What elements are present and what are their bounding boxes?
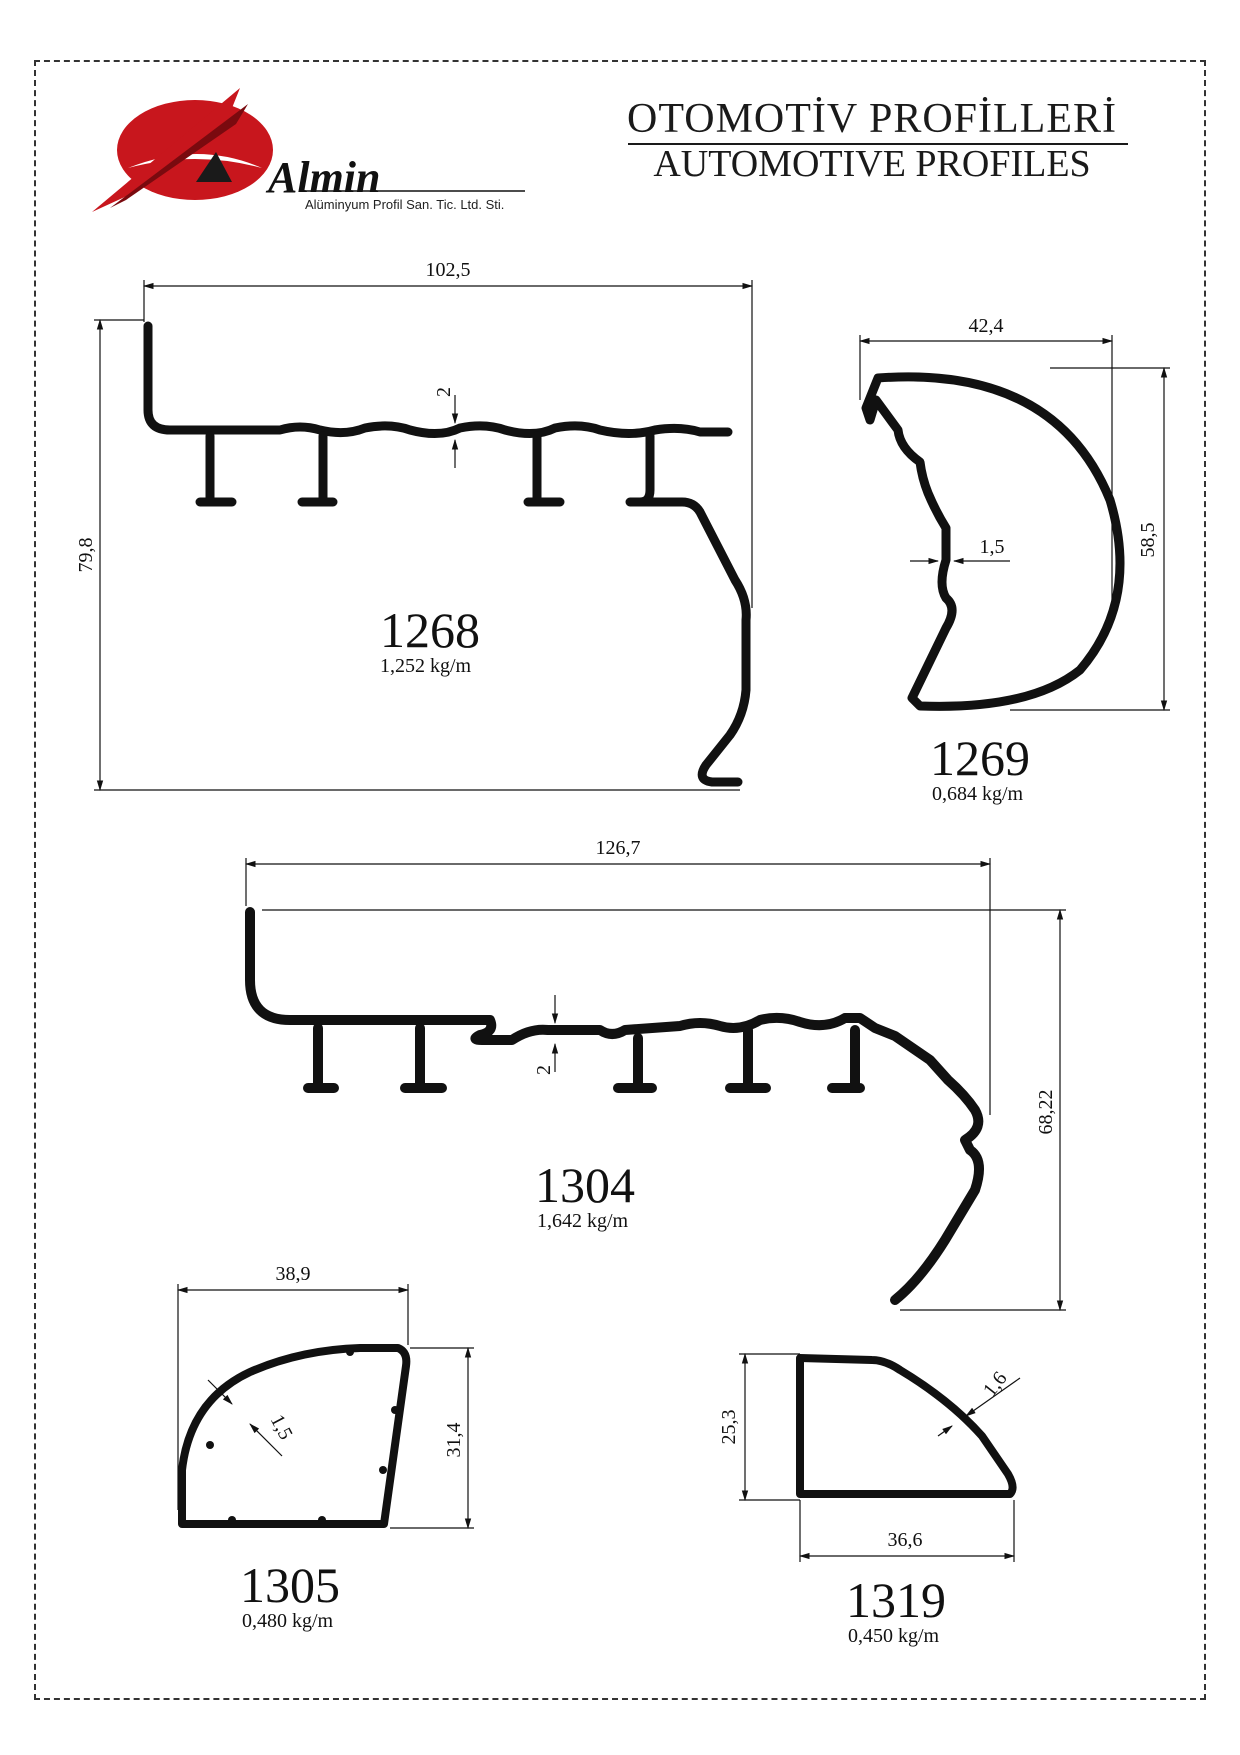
profile-1305-width-label: 38,9 xyxy=(276,1263,311,1285)
title-english: AUTOMOTIVE PROFILES xyxy=(653,143,1091,185)
title-divider xyxy=(628,143,1128,145)
logo-brand-text: Almin xyxy=(265,153,381,202)
profile-1269-weight: 0,684 kg/m xyxy=(932,783,1024,805)
profile-1268-code: 1268 xyxy=(380,602,480,658)
profile-1304-height-label: 68,22 xyxy=(1035,1090,1057,1135)
page-border xyxy=(34,60,1206,1700)
profile-1319-body xyxy=(796,1354,1017,1498)
profile-1304: 126,7 68,22 2 xyxy=(244,837,1066,1312)
profile-1269-body xyxy=(861,372,1125,711)
profile-1305-code: 1305 xyxy=(240,1557,340,1613)
profile-1319-height-label: 25,3 xyxy=(718,1410,740,1445)
profile-1319-code: 1319 xyxy=(846,1572,946,1628)
profile-1305-weight: 0,480 kg/m xyxy=(242,1610,334,1632)
profile-1304-weight: 1,642 kg/m xyxy=(537,1210,629,1232)
profile-1319-weight: 0,450 kg/m xyxy=(848,1625,940,1647)
profile-1269-height-label: 58,5 xyxy=(1137,523,1159,558)
profile-1319: 25,3 36,6 1,6 xyxy=(718,1352,1021,1562)
profile-1304-code: 1304 xyxy=(535,1157,635,1213)
profile-1319-wall-label: 1,6 xyxy=(979,1368,1012,1401)
profile-1269-wall-label: 1,5 xyxy=(980,536,1005,558)
profile-1269-code: 1269 xyxy=(930,730,1030,786)
logo-red-swoosh xyxy=(92,88,240,212)
profile-1319-width-label: 36,6 xyxy=(888,1529,923,1551)
profile-1268-body xyxy=(143,321,733,438)
profile-1305-wall-label: 1,5 xyxy=(266,1411,297,1443)
profile-1304-wall-label: 2 xyxy=(533,1065,555,1075)
profile-1304-width-label: 126,7 xyxy=(596,837,641,859)
profile-1305-body xyxy=(178,1344,411,1528)
profile-1268-weight: 1,252 kg/m xyxy=(380,655,472,677)
profile-1305-height-label: 31,4 xyxy=(443,1423,465,1458)
profile-1268-wall-label: 2 xyxy=(433,387,455,397)
profile-1269-width-label: 42,4 xyxy=(969,315,1004,337)
profile-1268: 102,5 79,8 2 xyxy=(75,259,754,792)
profile-1304-body xyxy=(245,907,984,1305)
almin-logo: Almin Alüminyum Profil San. Tic. Ltd. St… xyxy=(92,88,525,212)
profile-1268-height-label: 79,8 xyxy=(75,538,97,573)
profile-1268-width-label: 102,5 xyxy=(426,259,471,281)
title-turkish: OTOMOTİV PROFİLLERİ xyxy=(627,96,1117,142)
profile-1305: 38,9 31,4 1,5 xyxy=(176,1263,474,1530)
profile-1269: 42,4 58,5 1,5 xyxy=(858,315,1170,712)
logo-tagline: Alüminyum Profil San. Tic. Ltd. Sti. xyxy=(305,197,504,212)
